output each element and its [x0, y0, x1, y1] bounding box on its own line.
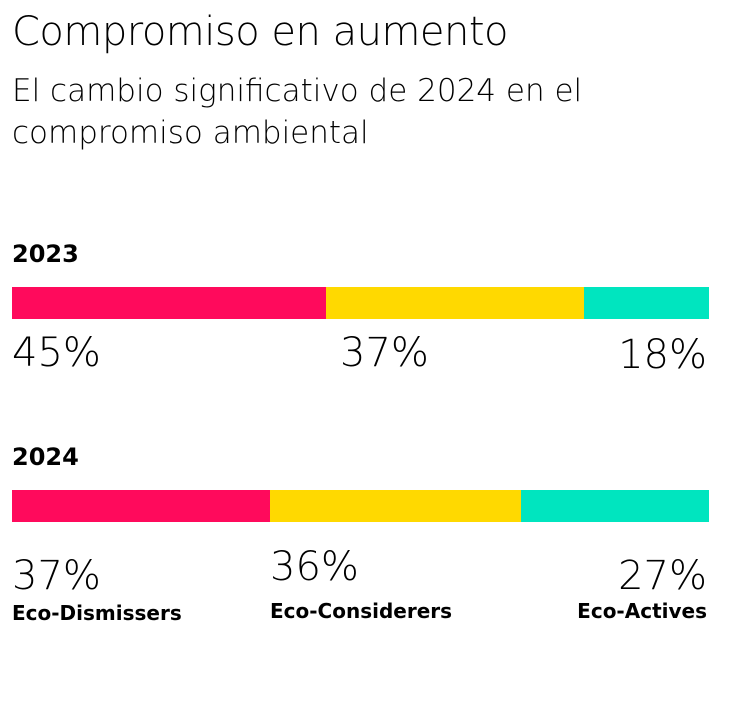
value-label-2024-eco-considerers: 36% [270, 544, 359, 590]
year-label-2023: 2023 [12, 240, 79, 268]
year-label-2024: 2024 [12, 443, 79, 471]
value-label-2023-eco-actives: 18% [618, 332, 707, 378]
value-label-2024-eco-actives: 27% [618, 553, 707, 599]
stacked-bar-2024 [12, 490, 709, 522]
bar-segment-eco-actives-2023 [583, 287, 709, 319]
bar-segment-eco-considerers-2023 [325, 287, 584, 319]
chart-title: Compromiso en aumento [12, 9, 509, 55]
value-label-2024-eco-dismissers: 37% [12, 553, 101, 599]
legend-label-eco-considerers: Eco-Considerers [270, 599, 453, 623]
bar-segment-eco-considerers-2024 [269, 490, 521, 522]
legend-label-eco-dismissers: Eco-Dismissers [12, 601, 182, 625]
value-label-2023-eco-considerers: 37% [340, 330, 429, 376]
value-label-2023-eco-dismissers: 45% [12, 330, 101, 376]
bar-segment-eco-dismissers-2023 [12, 287, 326, 319]
bar-segment-eco-actives-2024 [520, 490, 709, 522]
legend-label-eco-actives: Eco-Actives [577, 599, 707, 623]
stacked-bar-2023 [12, 287, 709, 319]
chart-subtitle: El cambio significativo de 2024 en el co… [12, 73, 583, 151]
bar-segment-eco-dismissers-2024 [12, 490, 270, 522]
